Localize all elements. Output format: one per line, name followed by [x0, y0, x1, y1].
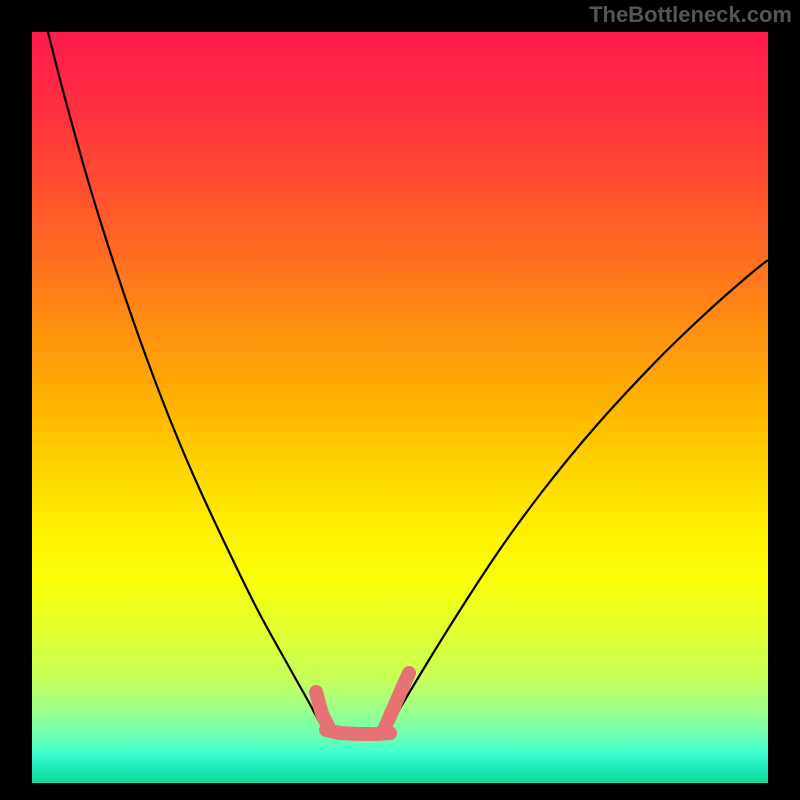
pink-marker-group [316, 673, 409, 734]
right-curve [393, 260, 768, 720]
watermark-text: TheBottleneck.com [589, 2, 792, 28]
chart-plot-area [32, 32, 768, 783]
bottleneck-curves [32, 32, 768, 783]
pink-marker-segment-0 [316, 692, 328, 726]
left-curve [48, 32, 319, 721]
